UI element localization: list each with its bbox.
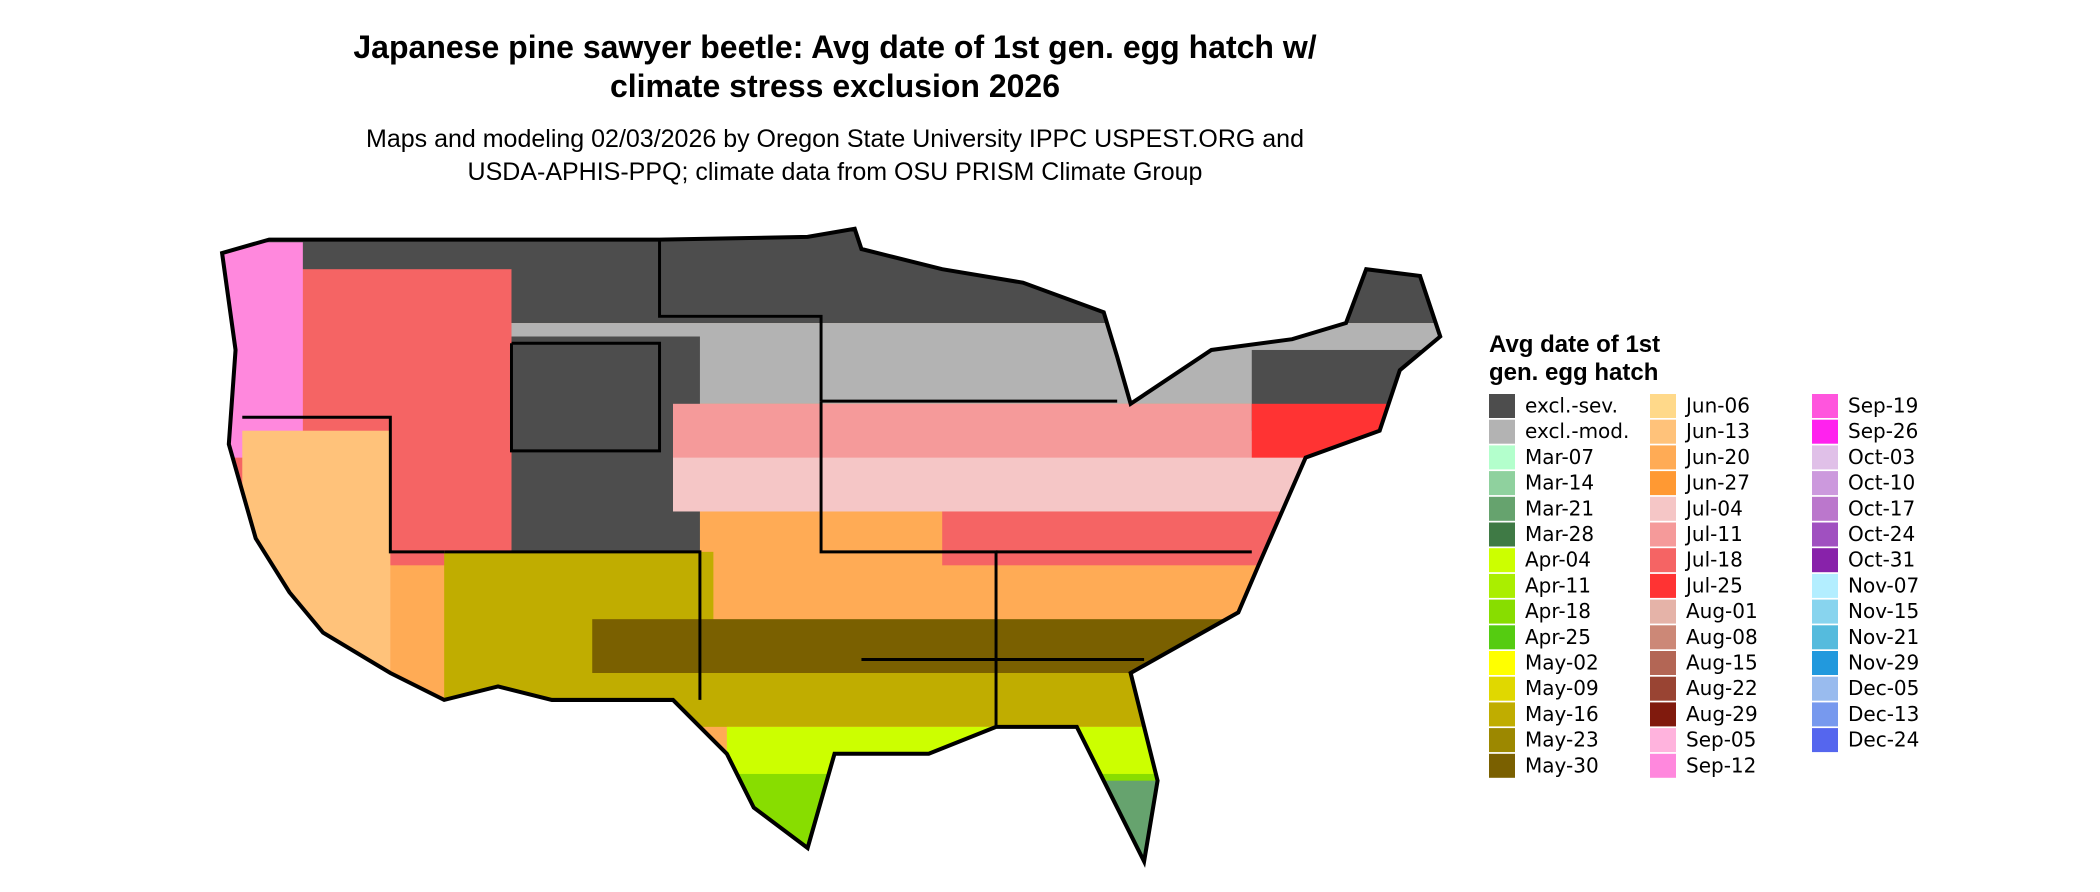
legend-label: Oct-10 xyxy=(1848,471,1915,495)
legend: excl.-sev.excl.-mod.Mar-07Mar-14Mar-21Ma… xyxy=(1489,394,1919,778)
legend-swatch xyxy=(1812,625,1838,650)
legend-swatch xyxy=(1650,445,1676,470)
legend-label: May-16 xyxy=(1525,702,1599,726)
legend-label: Mar-14 xyxy=(1525,471,1594,495)
legend-swatch xyxy=(1489,548,1515,573)
legend-swatch xyxy=(1650,471,1676,496)
legend-label: Sep-26 xyxy=(1848,419,1918,443)
legend-swatch xyxy=(1812,599,1838,624)
legend-label: Sep-19 xyxy=(1848,394,1918,418)
legend-label: Aug-29 xyxy=(1686,702,1758,726)
legend-swatch xyxy=(1650,651,1676,675)
legend-label: Oct-31 xyxy=(1848,548,1915,572)
legend-swatch xyxy=(1812,445,1838,470)
legend-swatch xyxy=(1650,496,1676,521)
legend-label: Jul-04 xyxy=(1684,496,1743,520)
legend-swatch xyxy=(1812,573,1838,598)
legend-swatch xyxy=(1489,522,1515,547)
legend-swatch xyxy=(1489,496,1515,521)
legend-label: Jun-27 xyxy=(1684,471,1750,495)
legend-label: Mar-28 xyxy=(1525,522,1594,546)
legend-swatch xyxy=(1650,573,1676,598)
legend-label: Dec-24 xyxy=(1848,728,1919,752)
legend-label: Apr-11 xyxy=(1525,573,1591,597)
legend-label: Aug-08 xyxy=(1686,625,1758,649)
legend-title: gen. egg hatch xyxy=(1489,359,1658,386)
legend-swatch xyxy=(1489,625,1515,650)
legend-label: Mar-07 xyxy=(1525,445,1594,469)
legend-label: Dec-05 xyxy=(1848,676,1919,700)
legend-label: Nov-07 xyxy=(1848,573,1919,597)
legend-label: excl.-mod. xyxy=(1525,419,1629,443)
legend-swatch xyxy=(1489,394,1515,418)
legend-swatch xyxy=(1489,753,1515,778)
legend-label: Sep-05 xyxy=(1686,728,1756,752)
legend-swatch xyxy=(1489,728,1515,753)
legend-label: Jul-25 xyxy=(1684,573,1743,597)
legend-swatch xyxy=(1812,496,1838,521)
legend-swatch xyxy=(1812,471,1838,496)
legend-swatch xyxy=(1812,728,1838,753)
title-line: Japanese pine sawyer beetle: Avg date of… xyxy=(353,29,1316,65)
legend-label: Oct-03 xyxy=(1848,445,1915,469)
legend-title: Avg date of 1st xyxy=(1489,331,1660,358)
legend-label: Apr-04 xyxy=(1525,548,1591,572)
legend-label: Mar-21 xyxy=(1525,496,1594,520)
legend-label: May-09 xyxy=(1525,676,1599,700)
legend-label: Jun-20 xyxy=(1684,445,1750,469)
legend-label: May-23 xyxy=(1525,728,1599,752)
legend-label: Jul-11 xyxy=(1684,522,1743,546)
legend-label: Nov-29 xyxy=(1848,651,1919,675)
legend-swatch xyxy=(1812,651,1838,675)
legend-label: May-02 xyxy=(1525,651,1599,675)
legend-swatch xyxy=(1489,676,1515,701)
legend-swatch xyxy=(1489,702,1515,727)
legend-swatch xyxy=(1489,573,1515,598)
legend-swatch xyxy=(1650,548,1676,573)
legend-swatch xyxy=(1812,394,1838,418)
legend-label: Oct-24 xyxy=(1848,522,1915,546)
legend-swatch xyxy=(1489,651,1515,675)
legend-swatch xyxy=(1650,676,1676,701)
legend-label: Dec-13 xyxy=(1848,702,1919,726)
legend-label: Apr-18 xyxy=(1525,599,1591,623)
legend-label: Oct-17 xyxy=(1848,496,1915,520)
legend-swatch xyxy=(1650,702,1676,727)
legend-swatch xyxy=(1812,702,1838,727)
legend-label: Aug-01 xyxy=(1686,599,1758,623)
legend-swatch xyxy=(1812,676,1838,701)
legend-swatch xyxy=(1650,394,1676,418)
legend-label: May-30 xyxy=(1525,753,1599,777)
subtitle-line: Maps and modeling 02/03/2026 by Oregon S… xyxy=(366,125,1304,153)
legend-label: Jul-18 xyxy=(1684,548,1743,572)
legend-swatch xyxy=(1650,522,1676,547)
legend-label: Sep-12 xyxy=(1686,753,1756,777)
legend-swatch xyxy=(1812,522,1838,547)
legend-swatch xyxy=(1489,445,1515,470)
title-line: climate stress exclusion 2026 xyxy=(610,68,1060,104)
map xyxy=(219,226,1443,868)
legend-swatch xyxy=(1650,753,1676,778)
legend-label: Jun-06 xyxy=(1684,394,1750,418)
legend-swatch xyxy=(1489,419,1515,444)
legend-swatch xyxy=(1650,728,1676,753)
legend-swatch xyxy=(1650,419,1676,444)
legend-label: Aug-15 xyxy=(1686,651,1758,675)
legend-label: Aug-22 xyxy=(1686,676,1758,700)
legend-swatch xyxy=(1812,419,1838,444)
legend-swatch xyxy=(1650,599,1676,624)
legend-swatch xyxy=(1650,625,1676,650)
legend-label: Apr-25 xyxy=(1525,625,1591,649)
legend-label: Jun-13 xyxy=(1684,419,1750,443)
legend-label: Nov-21 xyxy=(1848,625,1919,649)
legend-label: Nov-15 xyxy=(1848,599,1919,623)
legend-swatch xyxy=(1489,599,1515,624)
subtitle-line: USDA-APHIS-PPQ; climate data from OSU PR… xyxy=(468,158,1203,186)
legend-label: excl.-sev. xyxy=(1525,394,1618,418)
legend-swatch xyxy=(1489,471,1515,496)
legend-swatch xyxy=(1812,548,1838,573)
